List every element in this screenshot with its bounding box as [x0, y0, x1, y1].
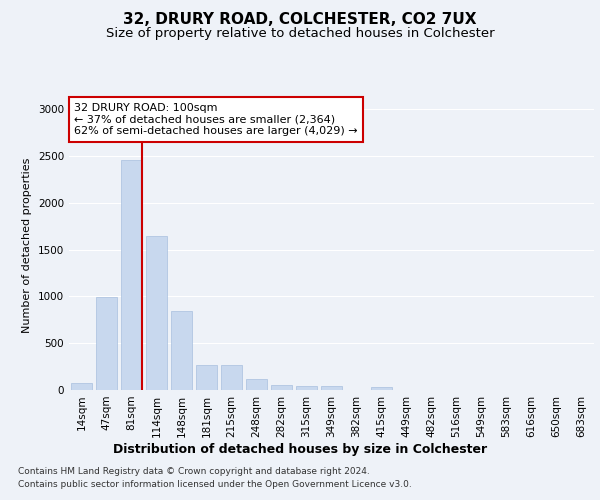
Bar [171, 312, 192, 390]
Text: 32, DRURY ROAD, COLCHESTER, CO2 7UX: 32, DRURY ROAD, COLCHESTER, CO2 7UX [123, 12, 477, 28]
Text: Contains HM Land Registry data © Crown copyright and database right 2024.: Contains HM Land Registry data © Crown c… [18, 468, 370, 476]
Text: 32 DRURY ROAD: 100sqm
← 37% of detached houses are smaller (2,364)
62% of semi-d: 32 DRURY ROAD: 100sqm ← 37% of detached … [74, 103, 358, 136]
Text: Contains public sector information licensed under the Open Government Licence v3: Contains public sector information licen… [18, 480, 412, 489]
Bar [246, 379, 267, 390]
Bar [221, 364, 242, 390]
Bar [321, 386, 342, 390]
Bar [196, 364, 217, 390]
Bar [121, 160, 142, 390]
Text: Distribution of detached houses by size in Colchester: Distribution of detached houses by size … [113, 442, 487, 456]
Text: Size of property relative to detached houses in Colchester: Size of property relative to detached ho… [106, 28, 494, 40]
Y-axis label: Number of detached properties: Number of detached properties [22, 158, 32, 332]
Bar [96, 298, 117, 390]
Bar [371, 386, 392, 390]
Bar [146, 236, 167, 390]
Bar [296, 386, 317, 390]
Bar [271, 385, 292, 390]
Bar [71, 383, 92, 390]
